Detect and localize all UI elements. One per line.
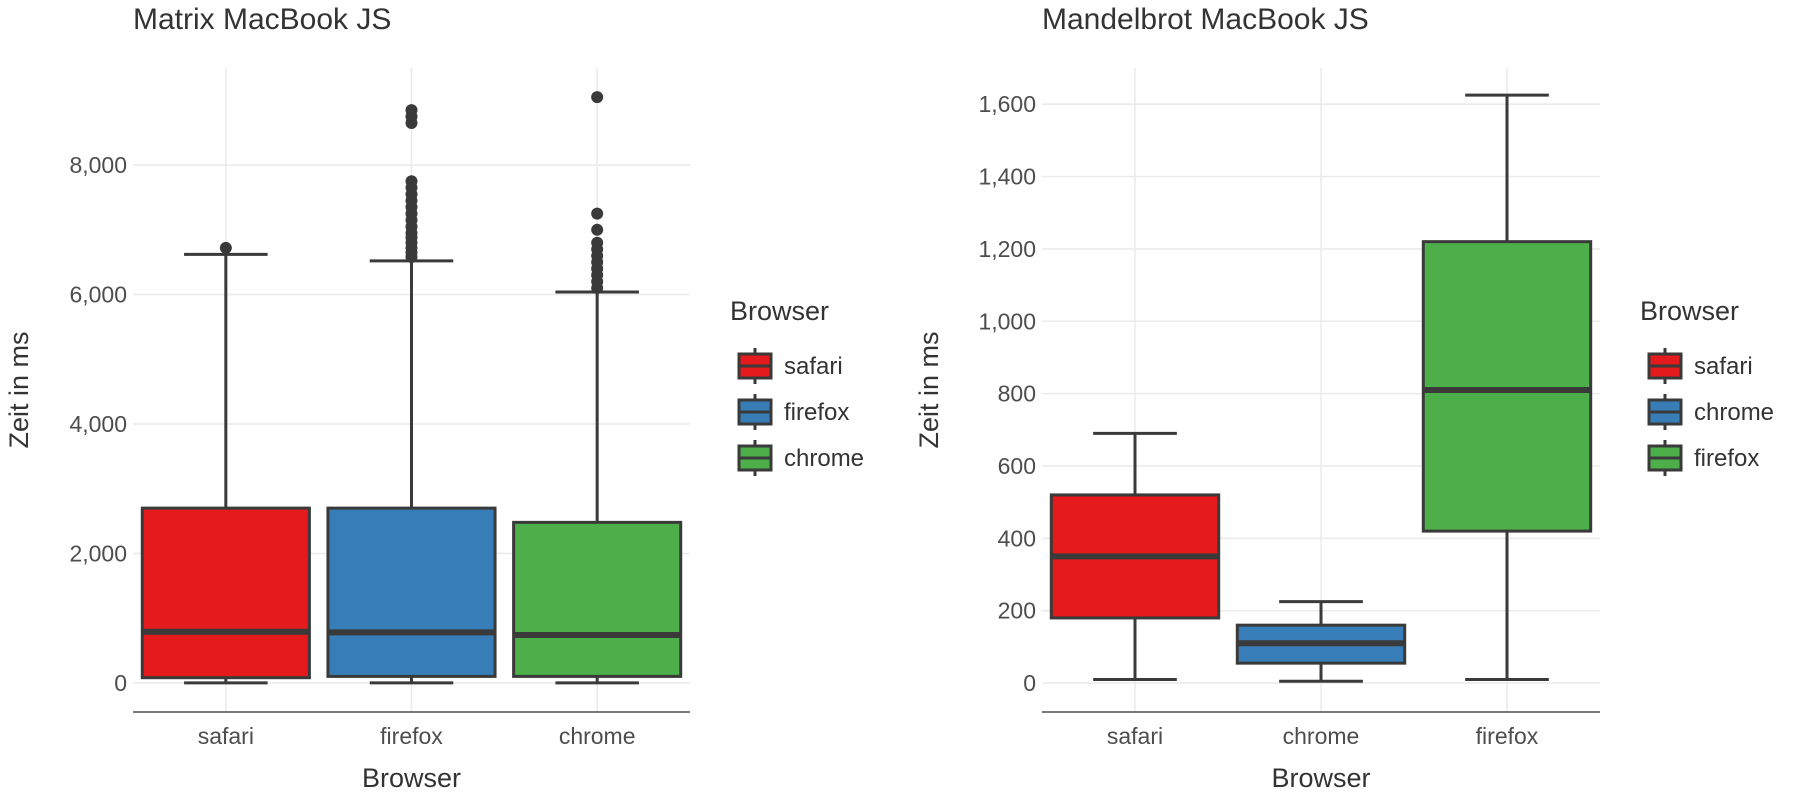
outlier-point (591, 236, 604, 249)
y-tick-label: 6,000 (69, 282, 127, 308)
x-axis-title: Browser (362, 763, 461, 793)
y-tick-label: 600 (998, 453, 1036, 479)
x-tick-label: chrome (559, 723, 636, 749)
legend-label: safari (784, 353, 843, 380)
y-tick-label: 0 (1023, 670, 1036, 696)
legend-title: Browser (730, 296, 829, 326)
y-axis-title: Zeit in ms (4, 331, 34, 448)
box-body (140, 506, 311, 680)
outlier-point (591, 91, 604, 104)
y-tick-label: 0 (114, 670, 127, 696)
box-safari (1049, 431, 1221, 681)
y-tick-label: 2,000 (69, 540, 127, 566)
chart-panel-1: Matrix MacBook JS 0 2,000 4,000 6,000 8,000 sa… (4, 3, 864, 793)
y-tick-label: 400 (998, 525, 1036, 551)
box-safari (140, 241, 311, 685)
x-tick-label: chrome (1283, 723, 1360, 749)
box-body (326, 506, 497, 678)
y-axis-title: Zeit in ms (914, 331, 944, 448)
box-chrome (1235, 600, 1407, 683)
outlier-point (591, 207, 604, 220)
x-tick-label: firefox (1476, 723, 1539, 749)
legend-label: firefox (784, 399, 849, 426)
outlier-point (219, 241, 232, 254)
chart-title: Matrix MacBook JS (133, 3, 391, 36)
x-axis-title: Browser (1271, 763, 1370, 793)
y-tick-label: 8,000 (69, 152, 127, 178)
y-tick-label: 200 (998, 598, 1036, 624)
y-tick-label: 4,000 (69, 411, 127, 437)
y-tick-label: 1,000 (978, 308, 1036, 334)
y-tick-label: 800 (998, 381, 1036, 407)
x-tick-label: safari (1107, 723, 1163, 749)
legend-label: firefox (1694, 445, 1759, 472)
legend-label: safari (1694, 353, 1753, 380)
legend-label: chrome (784, 445, 864, 472)
legend-title: Browser (1640, 296, 1739, 326)
x-tick-label: safari (198, 723, 254, 749)
box-firefox (326, 104, 497, 685)
box-firefox (1421, 93, 1593, 681)
chart-title: Mandelbrot MacBook JS (1042, 3, 1369, 36)
x-tick-label: firefox (380, 723, 443, 749)
box-body (1421, 240, 1593, 533)
legend: Browser safari firefox chrome (730, 296, 864, 476)
y-tick-label: 1,600 (978, 91, 1036, 117)
chart-panel-2: Mandelbrot MacBook JS 0 200 400 600 800 1,000 1… (914, 3, 1774, 793)
outlier-point (405, 175, 418, 188)
outlier-point (405, 104, 418, 117)
legend-label: chrome (1694, 399, 1774, 426)
outlier-point (591, 223, 604, 236)
box-body (512, 520, 683, 678)
y-tick-label: 1,200 (978, 236, 1036, 262)
legend: Browser safari chrome firefox (1640, 296, 1774, 476)
box-chrome (512, 91, 683, 685)
y-tick-label: 1,400 (978, 164, 1036, 190)
